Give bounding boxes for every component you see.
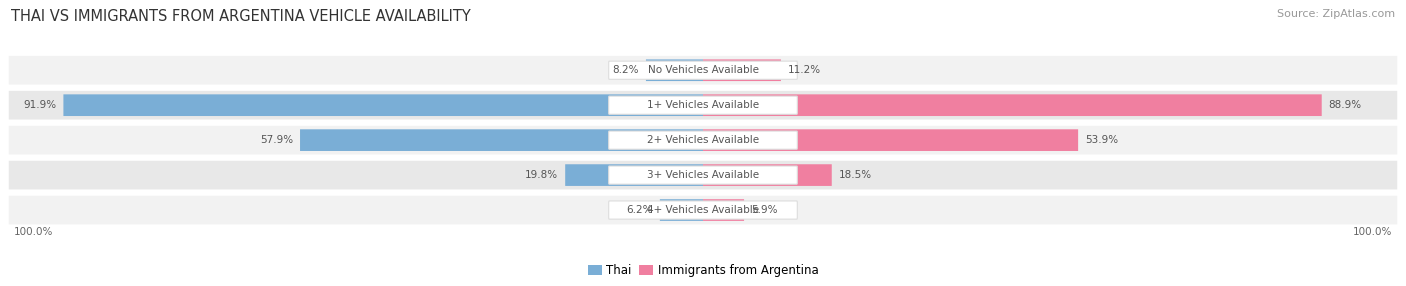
FancyBboxPatch shape bbox=[703, 129, 1078, 151]
FancyBboxPatch shape bbox=[703, 199, 744, 221]
Text: 2+ Vehicles Available: 2+ Vehicles Available bbox=[647, 135, 759, 145]
Text: 6.2%: 6.2% bbox=[627, 205, 652, 215]
FancyBboxPatch shape bbox=[7, 159, 1399, 191]
Text: 8.2%: 8.2% bbox=[613, 65, 638, 75]
Text: 88.9%: 88.9% bbox=[1329, 100, 1362, 110]
FancyBboxPatch shape bbox=[609, 201, 797, 219]
FancyBboxPatch shape bbox=[299, 129, 703, 151]
FancyBboxPatch shape bbox=[609, 166, 797, 184]
FancyBboxPatch shape bbox=[565, 164, 703, 186]
Text: Source: ZipAtlas.com: Source: ZipAtlas.com bbox=[1277, 9, 1395, 19]
Text: 100.0%: 100.0% bbox=[1353, 227, 1392, 237]
FancyBboxPatch shape bbox=[703, 94, 1322, 116]
FancyBboxPatch shape bbox=[7, 124, 1399, 156]
Text: 3+ Vehicles Available: 3+ Vehicles Available bbox=[647, 170, 759, 180]
Text: 18.5%: 18.5% bbox=[839, 170, 872, 180]
FancyBboxPatch shape bbox=[703, 164, 832, 186]
FancyBboxPatch shape bbox=[703, 59, 780, 81]
FancyBboxPatch shape bbox=[7, 54, 1399, 86]
Text: 100.0%: 100.0% bbox=[14, 227, 53, 237]
Text: 57.9%: 57.9% bbox=[260, 135, 292, 145]
FancyBboxPatch shape bbox=[609, 131, 797, 149]
FancyBboxPatch shape bbox=[659, 199, 703, 221]
Text: THAI VS IMMIGRANTS FROM ARGENTINA VEHICLE AVAILABILITY: THAI VS IMMIGRANTS FROM ARGENTINA VEHICL… bbox=[11, 9, 471, 23]
FancyBboxPatch shape bbox=[609, 96, 797, 114]
Legend: Thai, Immigrants from Argentina: Thai, Immigrants from Argentina bbox=[582, 259, 824, 281]
FancyBboxPatch shape bbox=[7, 89, 1399, 121]
Text: 1+ Vehicles Available: 1+ Vehicles Available bbox=[647, 100, 759, 110]
Text: 91.9%: 91.9% bbox=[24, 100, 56, 110]
FancyBboxPatch shape bbox=[7, 194, 1399, 226]
FancyBboxPatch shape bbox=[645, 59, 703, 81]
FancyBboxPatch shape bbox=[609, 61, 797, 79]
Text: 11.2%: 11.2% bbox=[787, 65, 821, 75]
Text: 5.9%: 5.9% bbox=[751, 205, 778, 215]
Text: No Vehicles Available: No Vehicles Available bbox=[648, 65, 758, 75]
Text: 4+ Vehicles Available: 4+ Vehicles Available bbox=[647, 205, 759, 215]
Text: 19.8%: 19.8% bbox=[524, 170, 558, 180]
Text: 53.9%: 53.9% bbox=[1085, 135, 1118, 145]
FancyBboxPatch shape bbox=[63, 94, 703, 116]
